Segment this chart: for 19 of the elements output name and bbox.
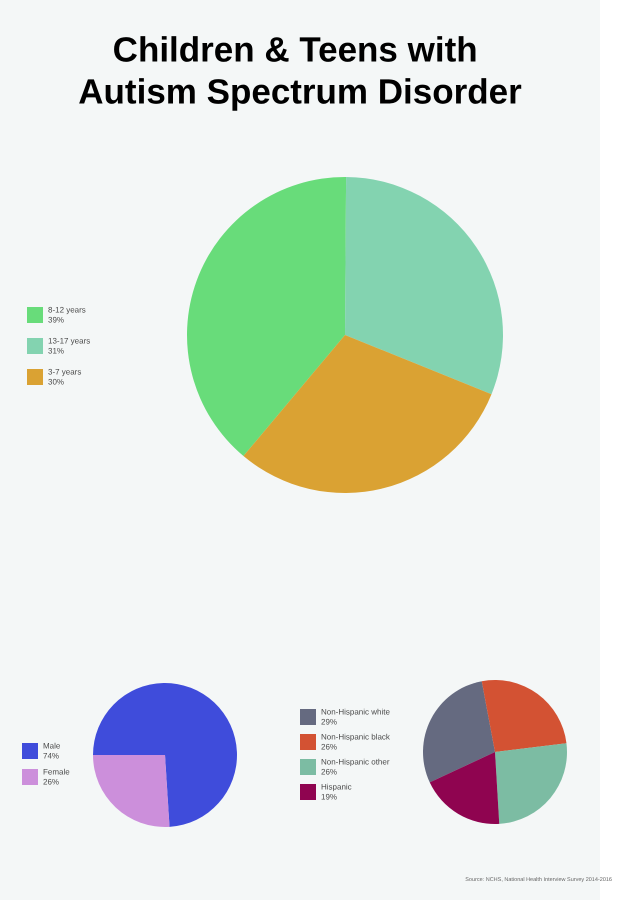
data-label: 74% <box>43 752 60 760</box>
legend-label: Non-Hispanic white <box>321 708 390 716</box>
data-label: 26% <box>43 778 60 786</box>
legend-label: Non-Hispanic black <box>321 732 391 742</box>
legend-label: Hispanic <box>321 782 352 792</box>
data-label: 31% <box>48 346 64 356</box>
legend-label: 3-7 years <box>48 368 82 376</box>
data-label: 29% <box>321 718 338 726</box>
legend-label: Male <box>43 742 61 750</box>
data-label: 30% <box>48 378 64 386</box>
data-label: 26% <box>321 768 338 776</box>
data-label: 19% <box>321 792 338 802</box>
data-label: 39% <box>48 316 64 324</box>
data-label: 26% <box>321 742 338 752</box>
legend-label: 13-17 years <box>48 336 90 346</box>
legend-label: 8-12 years <box>48 306 86 314</box>
legend-label: Non-Hispanic other <box>321 758 390 766</box>
legend-label: Female <box>43 768 70 776</box>
chart-title: Children & Teens with Autism Spectrum Disorder <box>78 30 522 112</box>
